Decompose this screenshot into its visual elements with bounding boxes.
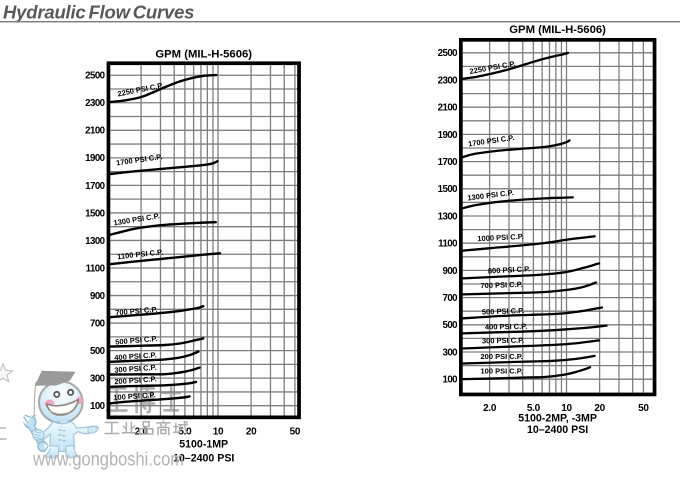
svg-text:300 PSI C.P.: 300 PSI C.P. bbox=[482, 336, 525, 346]
svg-text:1100: 1100 bbox=[86, 263, 105, 274]
svg-text:700 PSI C.P.: 700 PSI C.P. bbox=[115, 305, 158, 318]
svg-text:700: 700 bbox=[90, 319, 105, 330]
svg-text:100 PSI C.P.: 100 PSI C.P. bbox=[113, 390, 156, 402]
svg-text:10: 10 bbox=[561, 403, 572, 414]
svg-text:2100: 2100 bbox=[438, 103, 458, 114]
svg-text:2500: 2500 bbox=[438, 48, 458, 59]
svg-text:GPM (MIL-H-5606): GPM (MIL-H-5606) bbox=[509, 24, 606, 36]
svg-text:1900: 1900 bbox=[85, 153, 105, 164]
svg-text:200 PSI C.P.: 200 PSI C.P. bbox=[481, 352, 523, 361]
svg-text:700: 700 bbox=[442, 293, 457, 304]
svg-text:1000 PSI C.P.: 1000 PSI C.P. bbox=[477, 232, 524, 243]
svg-text:400 PSI C.P.: 400 PSI C.P. bbox=[485, 322, 528, 332]
svg-text:300: 300 bbox=[90, 374, 105, 385]
svg-text:500: 500 bbox=[442, 320, 457, 331]
svg-text:800 PSI C.P.: 800 PSI C.P. bbox=[488, 264, 531, 275]
svg-text:5.0: 5.0 bbox=[527, 403, 541, 414]
svg-text:2500: 2500 bbox=[85, 71, 105, 82]
svg-text:1500: 1500 bbox=[85, 208, 105, 219]
svg-text:www.gongboshi.com: www.gongboshi.com bbox=[32, 449, 184, 471]
svg-text:10: 10 bbox=[213, 427, 224, 438]
svg-text:300: 300 bbox=[442, 347, 457, 358]
svg-text:500 PSI C.P.: 500 PSI C.P. bbox=[115, 334, 158, 347]
svg-text:50: 50 bbox=[290, 427, 301, 438]
svg-text:100 PSI C.P.: 100 PSI C.P. bbox=[481, 367, 523, 376]
svg-text:50: 50 bbox=[638, 403, 649, 414]
svg-text:1100: 1100 bbox=[438, 239, 457, 250]
svg-text:Hydraulic Flow Curves: Hydraulic Flow Curves bbox=[3, 2, 194, 23]
svg-text:900: 900 bbox=[90, 291, 105, 302]
svg-text:1500: 1500 bbox=[438, 184, 458, 195]
svg-text:5100-1MP: 5100-1MP bbox=[179, 439, 228, 451]
svg-text:400 PSI C.P.: 400 PSI C.P. bbox=[114, 350, 157, 362]
svg-text:100: 100 bbox=[442, 375, 457, 386]
svg-text:500 PSI C.P.: 500 PSI C.P. bbox=[482, 306, 525, 316]
svg-text:1300: 1300 bbox=[438, 211, 458, 222]
svg-text:5100-2MP, -3MP: 5100-2MP, -3MP bbox=[518, 413, 597, 425]
svg-text:2100: 2100 bbox=[85, 126, 105, 137]
svg-text:900: 900 bbox=[442, 266, 457, 277]
svg-text:2300: 2300 bbox=[438, 75, 458, 86]
svg-text:20: 20 bbox=[246, 427, 257, 438]
svg-text:10–2400 PSI: 10–2400 PSI bbox=[527, 424, 588, 436]
svg-text:2300: 2300 bbox=[85, 98, 105, 109]
svg-text:700 PSI C.P.: 700 PSI C.P. bbox=[480, 280, 523, 290]
svg-text:1700: 1700 bbox=[85, 181, 105, 192]
svg-text:2.0: 2.0 bbox=[483, 403, 497, 414]
svg-text:GPM (MIL-H-5606): GPM (MIL-H-5606) bbox=[155, 49, 252, 61]
svg-text:1700: 1700 bbox=[438, 157, 458, 168]
svg-text:500: 500 bbox=[90, 346, 105, 357]
svg-text:10–2400 PSI: 10–2400 PSI bbox=[173, 453, 234, 465]
svg-text:200 PSI C.P.: 200 PSI C.P. bbox=[114, 374, 157, 386]
svg-text:100: 100 bbox=[90, 401, 105, 412]
svg-text:300 PSI C.P.: 300 PSI C.P. bbox=[114, 363, 157, 375]
svg-text:1900: 1900 bbox=[438, 130, 458, 141]
svg-text:1300: 1300 bbox=[85, 236, 105, 247]
svg-text:20: 20 bbox=[594, 403, 605, 414]
svg-text:2.0: 2.0 bbox=[135, 427, 149, 438]
